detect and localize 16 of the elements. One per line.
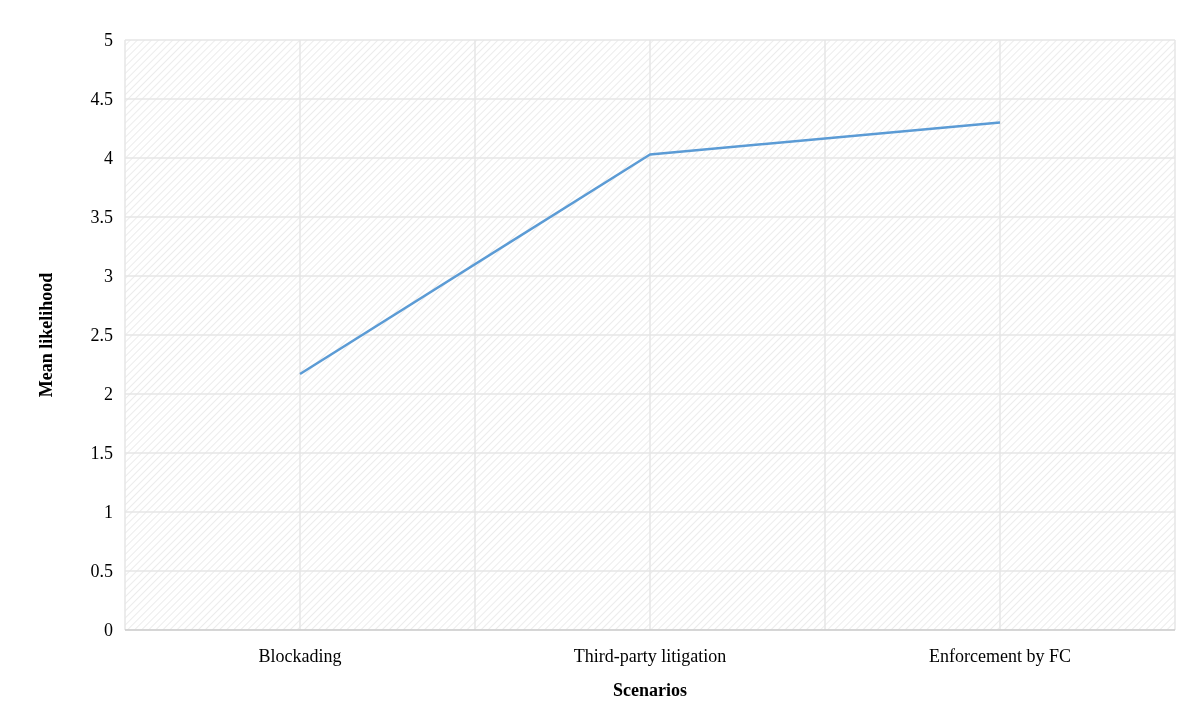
y-axis-title: Mean likelihood — [36, 272, 56, 398]
x-tick-label: Blockading — [258, 646, 342, 666]
x-tick-label: Enforcement by FC — [929, 646, 1071, 666]
y-tick-label: 2 — [104, 384, 113, 405]
y-tick-label: 5 — [104, 30, 113, 51]
y-tick-label: 3.5 — [90, 207, 113, 228]
x-tick-label: Third-party litigation — [573, 646, 727, 666]
y-tick-label: 1.5 — [90, 443, 113, 464]
y-tick-label: 4.5 — [90, 89, 113, 110]
y-tick-label: 2.5 — [90, 325, 113, 346]
y-tick-label: 4 — [104, 148, 113, 169]
x-axis-title: Scenarios — [613, 680, 687, 700]
y-tick-label: 0.5 — [90, 561, 113, 582]
y-tick-label: 3 — [104, 266, 113, 287]
y-tick-label: 0 — [104, 620, 113, 641]
y-tick-label: 1 — [104, 502, 113, 523]
